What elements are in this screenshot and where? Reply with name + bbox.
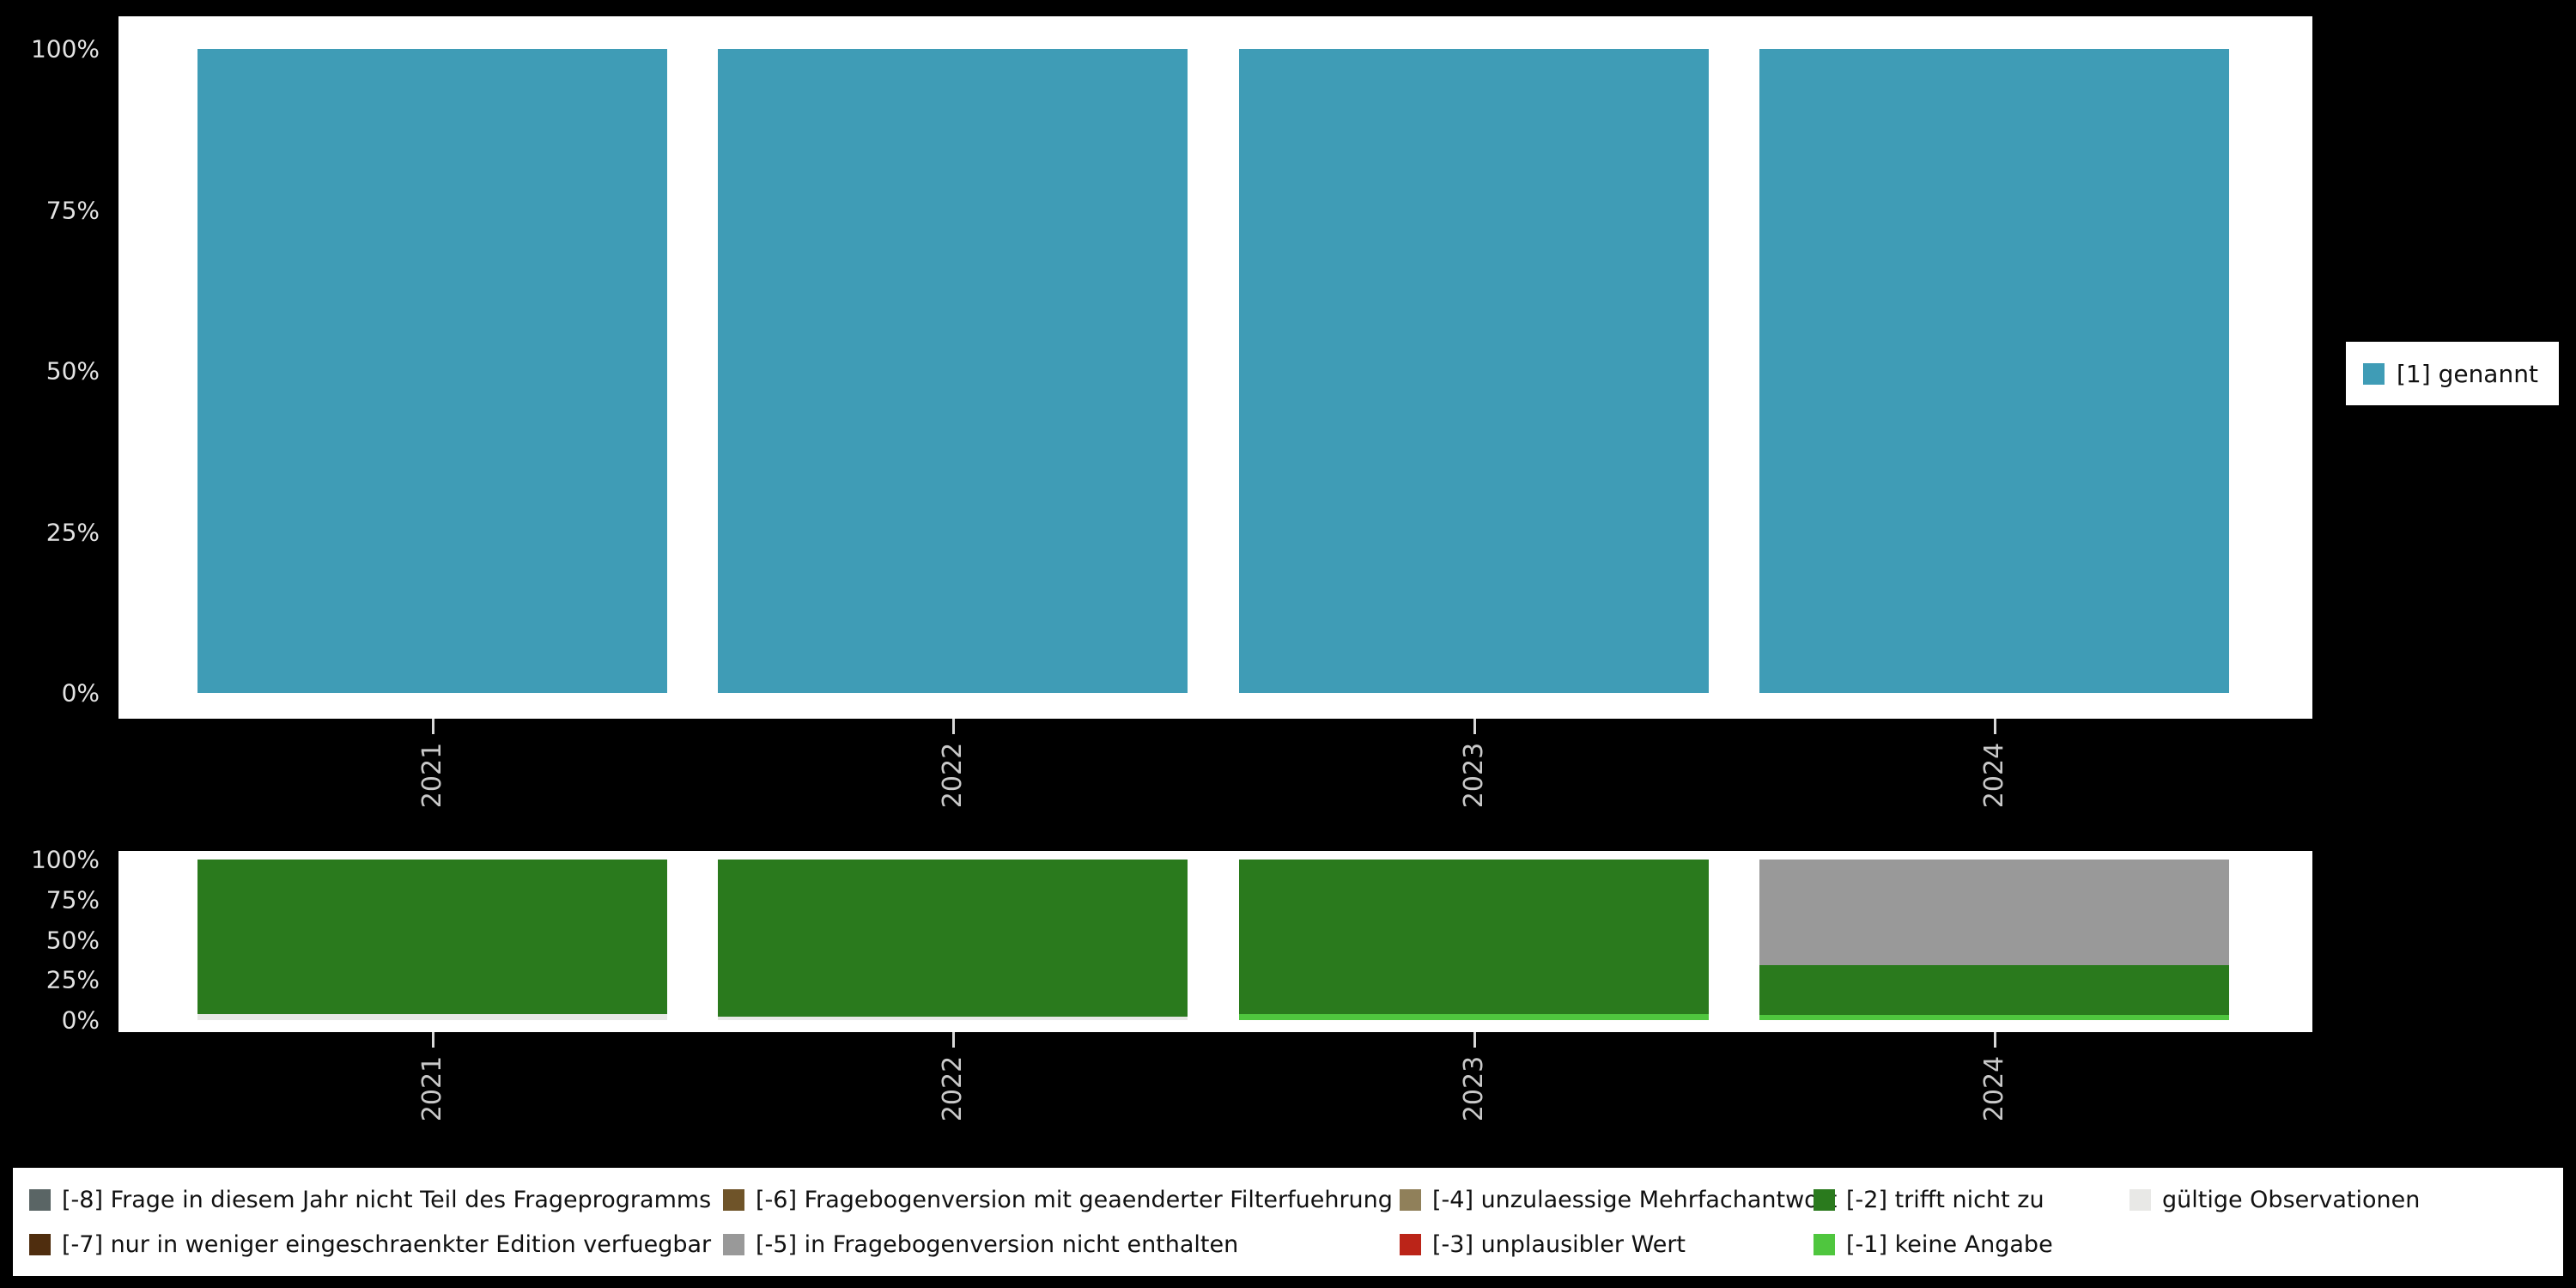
y-tick-label: 75% (46, 885, 100, 914)
y-tick-label: 0% (61, 1005, 100, 1035)
legend-item: [-7] nur in weniger eingeschraenkter Edi… (29, 1231, 723, 1258)
bar-segment (197, 49, 667, 693)
bar-segment (1239, 49, 1709, 693)
legend-label: [-7] nur in weniger eingeschraenkter Edi… (62, 1230, 712, 1258)
top-chart-panel (118, 16, 2312, 719)
x-axis-label-2023: 2023 (1459, 1055, 1489, 1122)
x-axis-label-2022: 2022 (938, 742, 968, 809)
top-chart-plot-area (118, 49, 2312, 693)
missing-values-legend: [-8] Frage in diesem Jahr nicht Teil des… (13, 1168, 2563, 1276)
legend-label: [-4] unzulaessige Mehrfachantwort (1432, 1186, 1838, 1213)
x-axis-label-2022: 2022 (938, 1055, 968, 1122)
y-tick-label: 25% (46, 518, 100, 547)
top-chart-x-axis: 2021 2022 2023 2024 (118, 719, 2312, 843)
legend-item: gültige Observationen (2129, 1187, 2563, 1213)
bar-segment (1759, 965, 2229, 1016)
legend-label: [-8] Frage in diesem Jahr nicht Teil des… (62, 1186, 712, 1213)
y-tick-label: 100% (30, 845, 100, 874)
bar-segment (1239, 1013, 1709, 1020)
bar-segment (718, 49, 1188, 693)
legend-item: [-4] unzulaessige Mehrfachantwort (1400, 1187, 1837, 1213)
x-axis-label-2021: 2021 (417, 1055, 447, 1122)
legend-item: [-8] Frage in diesem Jahr nicht Teil des… (29, 1187, 723, 1213)
x-tick-mark (952, 719, 955, 734)
x-tick-mark (1994, 719, 1996, 734)
bar-2024 (1759, 49, 2229, 693)
bar-2024 (1759, 860, 2229, 1020)
x-tick-mark (1473, 719, 1476, 734)
legend-label: [-6] Fragebogenversion mit geaenderter F… (756, 1186, 1393, 1213)
x-tick-mark (432, 1032, 434, 1048)
x-tick-mark (952, 1032, 955, 1048)
x-axis-label-2023: 2023 (1459, 742, 1489, 809)
y-tick-label: 50% (46, 926, 100, 955)
x-axis-label-2021: 2021 (417, 742, 447, 809)
x-axis-label-2024: 2024 (1979, 1055, 2009, 1122)
legend-swatch (29, 1233, 51, 1255)
bar-segment (1759, 1015, 2229, 1020)
x-axis-label-2024: 2024 (1979, 742, 2009, 809)
y-tick-label: 75% (46, 196, 100, 225)
bar-2021 (197, 49, 667, 693)
legend-swatch (29, 1188, 51, 1211)
bar-2022 (718, 49, 1188, 693)
legend-item: [-2] trifft nicht zu (1814, 1187, 2129, 1213)
bar-2023 (1239, 49, 1709, 693)
x-tick-mark (432, 719, 434, 734)
top-chart-legend: [1] genannt (2346, 342, 2559, 405)
legend-item: [-3] unplausibler Wert (1400, 1231, 1814, 1258)
legend-item: [-5] in Fragebogenversion nicht enthalte… (723, 1231, 1400, 1258)
bar-segment (718, 1017, 1188, 1020)
bar-segment (1759, 49, 2229, 693)
legend-swatch (1814, 1188, 1835, 1211)
bottom-chart-plot-area (118, 860, 2312, 1020)
top-chart-y-axis: 0% 25% 50% 75% 100% (0, 35, 105, 708)
legend-swatch-genannt (2363, 362, 2385, 385)
legend-swatch (723, 1188, 744, 1211)
y-tick-label: 100% (30, 34, 100, 64)
legend-label-genannt: [1] genannt (2397, 359, 2538, 388)
bar-2023 (1239, 860, 1709, 1020)
x-tick-mark (1473, 1032, 1476, 1048)
bar-segment (1759, 860, 2229, 966)
bar-2021 (197, 860, 667, 1020)
legend-label: [-1] keine Angabe (1846, 1230, 2053, 1258)
legend-swatch (1400, 1233, 1421, 1255)
bar-segment (1239, 860, 1709, 1014)
bar-segment (718, 860, 1188, 1018)
y-tick-label: 0% (61, 678, 100, 708)
x-tick-mark (1994, 1032, 1996, 1048)
legend-item: [-6] Fragebogenversion mit geaenderter F… (723, 1187, 1400, 1213)
bar-segment (197, 860, 667, 1014)
bottom-chart-panel (118, 851, 2312, 1032)
legend-label: [-5] in Fragebogenversion nicht enthalte… (756, 1230, 1239, 1258)
bottom-chart-y-axis: 0% 25% 50% 75% 100% (0, 846, 105, 1035)
legend-swatch (2129, 1188, 2151, 1211)
legend-label: [-2] trifft nicht zu (1846, 1186, 2044, 1213)
y-tick-label: 25% (46, 965, 100, 994)
legend-swatch (1400, 1188, 1421, 1211)
legend-label: [-3] unplausibler Wert (1432, 1230, 1686, 1258)
bottom-chart-x-axis: 2021 2022 2023 2024 (118, 1032, 2312, 1157)
legend-swatch (1814, 1233, 1835, 1255)
legend-item: [-1] keine Angabe (1814, 1231, 2129, 1258)
y-tick-label: 50% (46, 356, 100, 386)
legend-label: gültige Observationen (2162, 1186, 2421, 1213)
bar-segment (197, 1013, 667, 1020)
bar-2022 (718, 860, 1188, 1020)
legend-swatch (723, 1233, 744, 1255)
